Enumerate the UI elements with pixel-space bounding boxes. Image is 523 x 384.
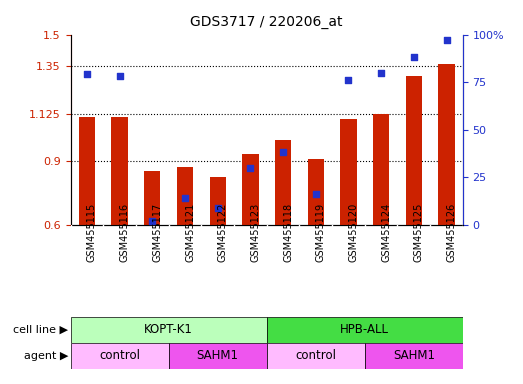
Text: GSM455119: GSM455119: [316, 202, 326, 262]
Bar: [365, 343, 463, 369]
Text: GSM455126: GSM455126: [447, 202, 457, 262]
Text: GSM455122: GSM455122: [218, 202, 228, 262]
Point: [116, 73, 124, 79]
Text: GSM455115: GSM455115: [87, 202, 97, 262]
Point: [344, 77, 353, 83]
Bar: [111, 117, 128, 225]
Point: [246, 165, 255, 171]
Text: GSM455121: GSM455121: [185, 202, 195, 262]
Point: [410, 54, 418, 60]
Text: GDS3717 / 220206_at: GDS3717 / 220206_at: [190, 15, 343, 29]
Bar: [340, 119, 357, 225]
Point: [148, 218, 156, 224]
Bar: [71, 343, 168, 369]
Bar: [267, 317, 463, 343]
Text: cell line ▶: cell line ▶: [13, 325, 68, 335]
Text: GSM455118: GSM455118: [283, 202, 293, 262]
Bar: [308, 159, 324, 225]
Bar: [275, 140, 291, 225]
Bar: [177, 167, 193, 225]
Point: [377, 70, 385, 76]
Text: agent ▶: agent ▶: [24, 351, 68, 361]
Text: control: control: [99, 349, 140, 362]
Bar: [438, 64, 454, 225]
Bar: [267, 343, 365, 369]
Bar: [210, 177, 226, 225]
Point: [181, 195, 189, 201]
Text: SAHM1: SAHM1: [393, 349, 435, 362]
Bar: [79, 117, 95, 225]
Point: [213, 204, 222, 210]
Point: [279, 149, 287, 156]
Text: GSM455124: GSM455124: [381, 202, 391, 262]
Text: SAHM1: SAHM1: [197, 349, 238, 362]
Text: GSM455120: GSM455120: [348, 202, 358, 262]
Point: [442, 37, 451, 43]
Bar: [242, 154, 258, 225]
Text: GSM455123: GSM455123: [251, 202, 260, 262]
Text: control: control: [295, 349, 336, 362]
Point: [312, 191, 320, 197]
Text: KOPT-K1: KOPT-K1: [144, 323, 193, 336]
Point: [83, 71, 91, 78]
Bar: [168, 343, 267, 369]
Bar: [71, 317, 267, 343]
Bar: [406, 76, 422, 225]
Bar: [373, 114, 389, 225]
Bar: [144, 171, 161, 225]
Text: HPB-ALL: HPB-ALL: [340, 323, 389, 336]
Text: GSM455117: GSM455117: [152, 202, 162, 262]
Text: GSM455125: GSM455125: [414, 202, 424, 262]
Text: GSM455116: GSM455116: [120, 202, 130, 262]
